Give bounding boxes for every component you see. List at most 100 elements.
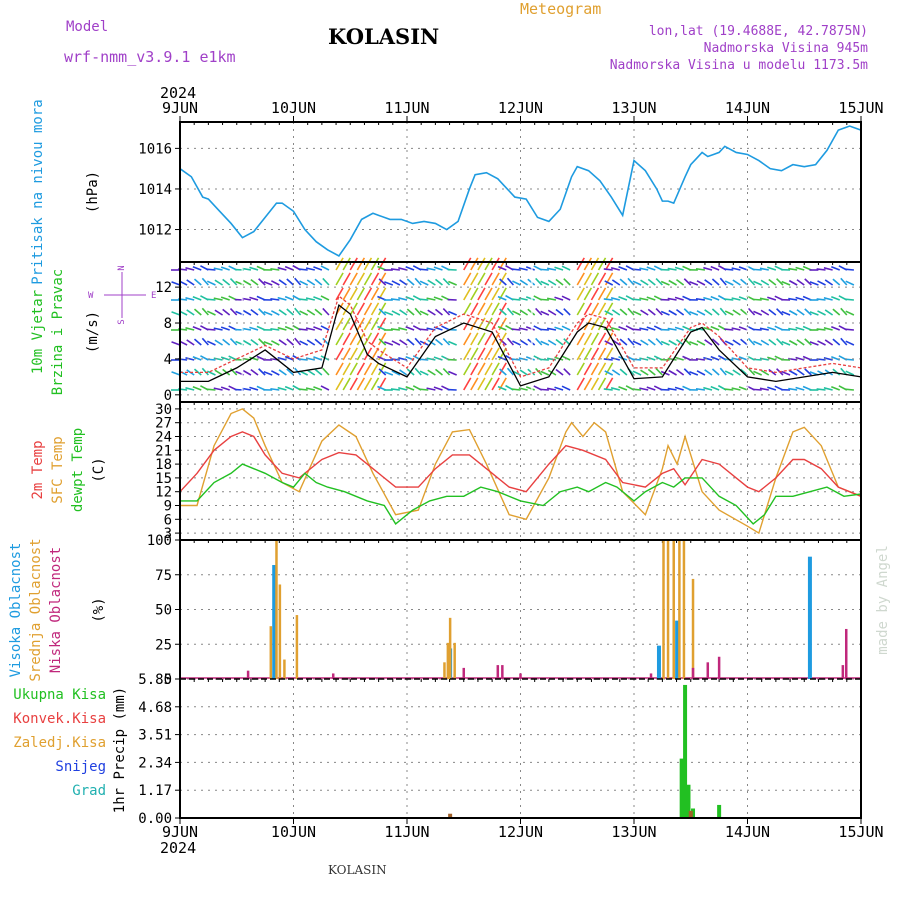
wind-arrow — [695, 387, 706, 391]
wind-arrow — [590, 347, 600, 361]
cloud-unit: (%) — [91, 597, 107, 622]
wind-arrow — [242, 369, 252, 376]
wind-arrow — [349, 287, 358, 301]
wind-arrow — [277, 266, 287, 271]
cloud-bar — [672, 540, 675, 679]
wind-arrow — [695, 357, 706, 361]
wind-arrow — [759, 327, 769, 331]
wind-arrow — [704, 309, 713, 316]
wind-arrow — [192, 356, 202, 361]
wind-arrow — [284, 355, 294, 361]
wind-arrow — [398, 297, 408, 301]
wind-arrow — [448, 280, 457, 286]
wind-arrow — [491, 347, 500, 361]
wind-arrow — [335, 377, 344, 391]
wind-arrow — [258, 368, 266, 376]
wind-arrow — [242, 339, 252, 346]
wind-arrow — [788, 279, 798, 286]
wind-arrow — [249, 326, 259, 331]
wind-arrow — [206, 370, 216, 376]
wind-arrow — [667, 327, 677, 331]
wind-arrow — [477, 272, 486, 286]
wind-arrow — [406, 308, 415, 316]
cloud-bar — [453, 642, 456, 679]
wind-arrow — [710, 385, 720, 391]
wind-arrow — [711, 278, 720, 286]
wind-arrow — [193, 308, 202, 316]
wind-arrow — [767, 386, 777, 391]
wind-arrow — [576, 332, 585, 346]
wind-arrow — [590, 317, 600, 331]
cloud-bar — [678, 540, 681, 679]
pressure-unit: (hPa) — [85, 171, 101, 213]
wind-arrow — [185, 297, 195, 301]
wind-arrow — [768, 338, 777, 346]
precip-legend-item: Konvek.Kisa — [13, 711, 106, 727]
wind-arrow — [356, 257, 366, 271]
wind-arrow — [831, 386, 841, 391]
wind-arrow — [547, 279, 557, 286]
wind-arrow — [597, 347, 607, 361]
wind-arrow — [724, 310, 734, 316]
wind-arrow — [732, 279, 741, 286]
wind-arrow — [760, 279, 770, 286]
wind-arrow — [171, 341, 181, 346]
wind-arrow — [512, 340, 521, 346]
wind-arrow — [335, 317, 344, 331]
wind-arrow — [419, 280, 429, 286]
wind-arrow — [660, 280, 670, 286]
wind-arrow — [414, 337, 422, 346]
wind-arrow — [696, 340, 706, 346]
wind-arrow — [363, 302, 373, 316]
wind-arrow — [767, 356, 777, 361]
precip-legend-item: Grad — [72, 783, 106, 799]
wind-arrow — [342, 272, 351, 286]
wind-arrow — [313, 386, 323, 391]
wind-arrow — [335, 257, 344, 271]
wind-arrow — [250, 278, 259, 286]
wind-arrow — [477, 362, 486, 376]
wind-arrow — [384, 311, 394, 316]
wind-arrow — [796, 279, 805, 286]
wind-arrow — [703, 266, 713, 271]
wind-arrow — [370, 362, 380, 376]
wind-arrow — [703, 386, 713, 391]
wind-arrow — [511, 388, 521, 391]
x-tick-label: 12JUN — [498, 823, 543, 841]
wind-arrow — [399, 309, 408, 316]
wind-arrow — [738, 326, 748, 331]
wind-arrow — [470, 317, 479, 331]
y-tick-label: 4 — [164, 352, 172, 368]
wind-arrow — [632, 340, 642, 346]
wind-arrow — [512, 310, 521, 316]
wind-arrow — [356, 287, 366, 301]
wind-arrow — [349, 257, 358, 271]
wind-arrow — [518, 267, 528, 271]
wind-arrow — [250, 308, 259, 316]
wind-arrow — [831, 266, 841, 271]
wind-arrow — [322, 367, 330, 376]
wind-arrow — [655, 337, 663, 346]
y-tick-label: 50 — [155, 603, 172, 619]
wind-arrow — [270, 310, 280, 316]
wind-arrow — [349, 347, 358, 361]
wind-arrow — [689, 311, 699, 316]
wind-arrow — [781, 370, 791, 376]
wind-arrow — [278, 339, 287, 346]
plot-frame — [179, 121, 862, 819]
wind-arrow — [610, 387, 621, 391]
wind-arrow — [640, 279, 649, 286]
wind-arrow — [767, 266, 777, 271]
wind-arrow — [590, 377, 600, 391]
wind-arrow — [484, 347, 493, 361]
wind-arrow — [583, 272, 593, 286]
wind-arrow — [768, 368, 777, 376]
wind-arrow — [414, 367, 422, 376]
wind-arrow — [683, 308, 692, 316]
wind-arrow — [322, 277, 330, 286]
wind-arrow — [378, 278, 387, 286]
wind-arrow — [477, 332, 486, 346]
wind-arrow — [632, 268, 642, 271]
wind-arrow — [632, 298, 642, 301]
wind-arrow — [740, 338, 749, 346]
